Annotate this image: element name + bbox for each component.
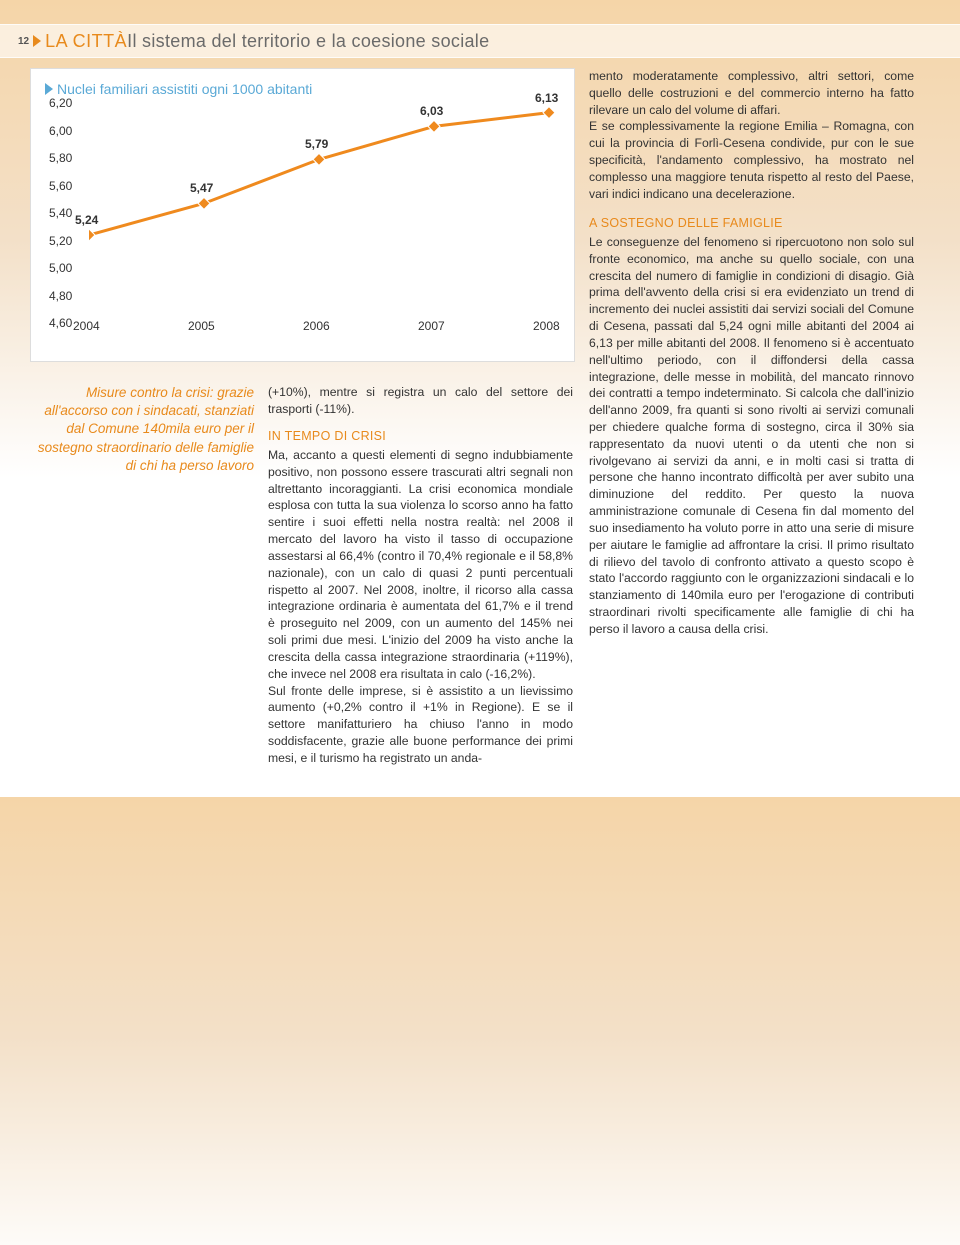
chart-svg bbox=[89, 103, 569, 333]
content-columns: Nuclei familiari assistiti ogni 1000 abi… bbox=[0, 58, 960, 797]
right-heading-1: A SOSTEGNO DELLE FAMIGLIE bbox=[589, 215, 914, 232]
right-p2: E se complessivamente la regione Emilia … bbox=[589, 118, 914, 202]
chart-area: 6,206,005,805,605,405,205,004,804,602004… bbox=[49, 103, 559, 333]
datapoint-label: 6,13 bbox=[535, 91, 558, 105]
y-axis-label: 5,80 bbox=[49, 151, 72, 165]
chart-title: Nuclei familiari assistiti ogni 1000 abi… bbox=[57, 81, 312, 97]
left-body-text: (+10%), mentre si registra un calo del s… bbox=[268, 384, 573, 767]
y-axis-label: 5,00 bbox=[49, 261, 72, 275]
left-column: Nuclei familiari assistiti ogni 1000 abi… bbox=[30, 68, 575, 767]
chart-box: Nuclei familiari assistiti ogni 1000 abi… bbox=[30, 68, 575, 362]
page: 12 LA CITTÀ Il sistema del territorio e … bbox=[0, 24, 960, 797]
left-p1: (+10%), mentre si registra un calo del s… bbox=[268, 384, 573, 418]
datapoint-label: 6,03 bbox=[420, 104, 443, 118]
header-band: 12 LA CITTÀ Il sistema del territorio e … bbox=[0, 24, 960, 58]
datapoint-label: 5,79 bbox=[305, 137, 328, 151]
chart-arrow-icon bbox=[45, 83, 53, 95]
header-title-accent: LA CITTÀ bbox=[45, 31, 127, 52]
callout-text: Misure contro la crisi: grazie all'accor… bbox=[30, 384, 254, 767]
datapoint-label: 5,47 bbox=[190, 181, 213, 195]
chart-header: Nuclei familiari assistiti ogni 1000 abi… bbox=[45, 81, 560, 97]
right-column: mento moderatamente complessivo, altri s… bbox=[589, 68, 914, 767]
left-p2: Ma, accanto a questi elementi di segno i… bbox=[268, 447, 573, 683]
right-body-text: mento moderatamente complessivo, altri s… bbox=[589, 68, 914, 638]
left-heading-1: IN TEMPO DI CRISI bbox=[268, 428, 573, 445]
callout-row: Misure contro la crisi: grazie all'accor… bbox=[30, 384, 575, 767]
y-axis-label: 4,60 bbox=[49, 316, 72, 330]
y-axis-label: 6,20 bbox=[49, 96, 72, 110]
page-number: 12 bbox=[18, 36, 29, 47]
y-axis-label: 5,40 bbox=[49, 206, 72, 220]
header-title-rest: Il sistema del territorio e la coesione … bbox=[127, 31, 489, 52]
right-p1: mento moderatamente complessivo, altri s… bbox=[589, 68, 914, 118]
y-axis-label: 5,20 bbox=[49, 234, 72, 248]
y-axis-label: 5,60 bbox=[49, 179, 72, 193]
y-axis-label: 4,80 bbox=[49, 289, 72, 303]
datapoint-label: 5,24 bbox=[75, 213, 98, 227]
y-axis-label: 6,00 bbox=[49, 124, 72, 138]
right-p3: Le conseguenze del fenomeno si ripercuot… bbox=[589, 234, 914, 638]
arrow-icon bbox=[33, 35, 41, 47]
left-p3: Sul fronte delle imprese, si è assistito… bbox=[268, 683, 573, 767]
